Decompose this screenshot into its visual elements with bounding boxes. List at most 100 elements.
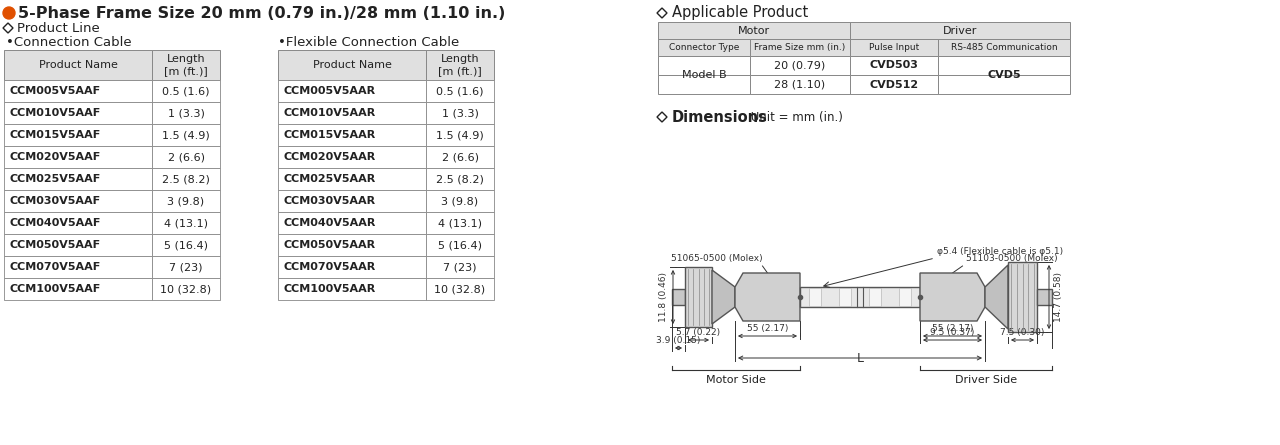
Text: 2.5 (8.2): 2.5 (8.2) <box>163 174 210 184</box>
Bar <box>152 124 220 146</box>
Text: 3 (9.8): 3 (9.8) <box>168 196 205 206</box>
Bar <box>750 39 850 56</box>
Bar <box>838 288 851 306</box>
Bar <box>152 146 220 168</box>
Text: Pulse Input: Pulse Input <box>869 43 919 52</box>
Bar <box>152 190 220 212</box>
Polygon shape <box>986 265 1009 329</box>
Text: 5-Phase Frame Size 20 mm (0.79 in.)/28 mm (1.10 in.): 5-Phase Frame Size 20 mm (0.79 in.)/28 m… <box>18 5 506 20</box>
Text: CCM010V5AAF: CCM010V5AAF <box>10 108 101 118</box>
Bar <box>850 56 938 75</box>
Bar <box>426 168 494 190</box>
Bar <box>152 102 220 124</box>
Text: CCM025V5AAF: CCM025V5AAF <box>10 174 101 184</box>
Text: CCM100V5AAF: CCM100V5AAF <box>10 284 101 294</box>
Bar <box>278 50 426 80</box>
Text: Frame Size mm (in.): Frame Size mm (in.) <box>754 43 846 52</box>
Bar <box>4 234 152 256</box>
Text: 7.5 (0.30): 7.5 (0.30) <box>1000 328 1044 337</box>
Bar <box>152 256 220 278</box>
Bar <box>426 234 494 256</box>
Text: 9.5 (0.37): 9.5 (0.37) <box>931 328 974 337</box>
Bar <box>4 102 152 124</box>
Bar <box>4 168 152 190</box>
Text: CVD503: CVD503 <box>869 61 919 70</box>
Text: 20 (0.79): 20 (0.79) <box>774 61 826 70</box>
Text: 2 (6.6): 2 (6.6) <box>442 152 479 162</box>
Bar <box>4 190 152 212</box>
Text: 0.5 (1.6): 0.5 (1.6) <box>163 86 210 96</box>
Text: 5 (16.4): 5 (16.4) <box>438 240 483 250</box>
Text: 1.5 (4.9): 1.5 (4.9) <box>436 130 484 140</box>
Bar <box>278 124 426 146</box>
Text: CCM040V5AAF: CCM040V5AAF <box>10 218 101 228</box>
Text: CCM010V5AAR: CCM010V5AAR <box>284 108 376 118</box>
Bar <box>426 256 494 278</box>
Text: 1 (3.3): 1 (3.3) <box>168 108 205 118</box>
Bar <box>278 212 426 234</box>
Text: 51065-0500 (Molex): 51065-0500 (Molex) <box>671 255 763 263</box>
Text: Motor: Motor <box>739 25 771 36</box>
Bar <box>1009 262 1037 332</box>
Text: 3.9 (0.15): 3.9 (0.15) <box>657 336 700 345</box>
Text: CCM030V5AAF: CCM030V5AAF <box>10 196 101 206</box>
Text: 28 (1.10): 28 (1.10) <box>774 80 826 89</box>
Text: 3 (9.8): 3 (9.8) <box>442 196 479 206</box>
Bar <box>809 288 820 306</box>
Bar <box>685 267 712 327</box>
Text: 1 (3.3): 1 (3.3) <box>442 108 479 118</box>
Bar <box>4 278 152 300</box>
Text: RS-485 Communication: RS-485 Communication <box>951 43 1057 52</box>
Bar <box>152 212 220 234</box>
Bar <box>938 39 1070 56</box>
Bar <box>426 124 494 146</box>
Text: CCM020V5AAF: CCM020V5AAF <box>10 152 101 162</box>
Text: Product Name: Product Name <box>38 60 118 70</box>
Text: CCM025V5AAR: CCM025V5AAR <box>284 174 376 184</box>
Bar <box>850 39 938 56</box>
Bar <box>278 168 426 190</box>
Bar <box>658 56 750 75</box>
Bar <box>658 39 750 56</box>
Bar <box>426 50 494 80</box>
Text: CCM005V5AAR: CCM005V5AAR <box>284 86 376 96</box>
Bar <box>278 256 426 278</box>
Bar <box>658 75 750 94</box>
Bar <box>938 75 1070 94</box>
Bar <box>850 22 1070 39</box>
Bar <box>426 190 494 212</box>
Text: 0.5 (1.6): 0.5 (1.6) <box>436 86 484 96</box>
Bar <box>426 212 494 234</box>
Text: 7 (23): 7 (23) <box>169 262 202 272</box>
Bar <box>278 80 426 102</box>
Text: 2.5 (8.2): 2.5 (8.2) <box>436 174 484 184</box>
Text: CCM070V5AAR: CCM070V5AAR <box>284 262 376 272</box>
Text: Model B: Model B <box>682 70 726 80</box>
Text: CCM100V5AAR: CCM100V5AAR <box>284 284 376 294</box>
Bar <box>4 256 152 278</box>
Bar <box>850 75 938 94</box>
Text: •Connection Cable: •Connection Cable <box>6 36 132 49</box>
Bar <box>4 124 152 146</box>
Text: 11.8 (0.46): 11.8 (0.46) <box>659 272 668 322</box>
Text: 10 (32.8): 10 (32.8) <box>434 284 485 294</box>
Text: 5 (16.4): 5 (16.4) <box>164 240 207 250</box>
Text: CCM050V5AAR: CCM050V5AAR <box>284 240 376 250</box>
Text: 10 (32.8): 10 (32.8) <box>160 284 211 294</box>
Text: Length
[m (ft.)]: Length [m (ft.)] <box>438 54 481 76</box>
Text: CCM050V5AAF: CCM050V5AAF <box>10 240 101 250</box>
Bar <box>869 288 881 306</box>
Text: Connector Type: Connector Type <box>669 43 739 52</box>
Bar <box>152 168 220 190</box>
Text: •Flexible Connection Cable: •Flexible Connection Cable <box>278 36 460 49</box>
Bar <box>658 22 850 39</box>
Bar <box>152 80 220 102</box>
Bar <box>278 102 426 124</box>
Bar <box>750 75 850 94</box>
Bar <box>800 287 920 307</box>
Bar <box>152 50 220 80</box>
Text: CCM040V5AAR: CCM040V5AAR <box>284 218 376 228</box>
Text: Driver: Driver <box>943 25 977 36</box>
Text: CCM070V5AAF: CCM070V5AAF <box>10 262 101 272</box>
Bar <box>1037 289 1052 305</box>
